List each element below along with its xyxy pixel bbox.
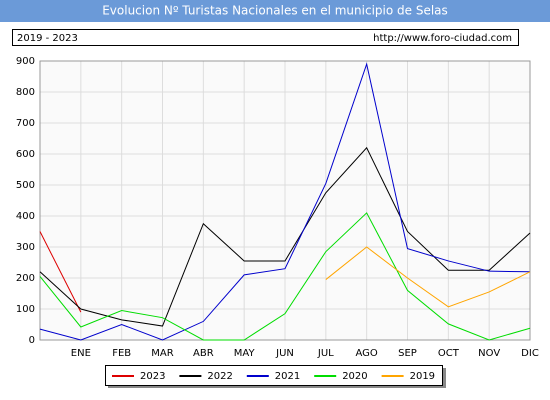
legend-label: 2022 [207, 371, 232, 382]
series-line [39, 146, 531, 327]
legend-label: 2021 [275, 371, 300, 382]
x-tick-label: DIC [521, 348, 539, 359]
chart-title: Evolucion Nº Turistas Nacionales en el m… [102, 4, 448, 18]
x-tick-label: MAY [234, 348, 256, 359]
title-bar [0, 0, 550, 22]
y-tick-label: 900 [16, 56, 35, 67]
x-tick-label: OCT [438, 348, 460, 359]
x-tick-label: FEB [112, 348, 131, 359]
series-line [39, 231, 82, 313]
y-tick-label: 500 [16, 180, 35, 191]
legend-label: 2023 [140, 371, 165, 382]
x-tick-label: JUL [317, 348, 334, 359]
x-tick-label: ENE [71, 348, 91, 359]
series-line [325, 246, 531, 308]
source: http://www.foro-ciudad.com [373, 33, 512, 44]
y-tick-label: 0 [29, 335, 35, 346]
legend-label: 2020 [342, 371, 367, 382]
subtitle: 2019 - 2023 [17, 33, 78, 44]
subtitle-box [12, 29, 519, 46]
x-tick-label: ABR [193, 348, 214, 359]
series-line [39, 62, 531, 341]
y-tick-label: 600 [16, 149, 35, 160]
x-tick-label: JUN [275, 348, 294, 359]
y-tick-label: 400 [16, 211, 35, 222]
y-tick-label: 200 [16, 273, 35, 284]
x-tick-label: NOV [478, 348, 500, 359]
y-tick-label: 800 [16, 87, 35, 98]
x-tick-label: MAR [151, 348, 173, 359]
y-tick-label: 100 [16, 304, 35, 315]
plot-border [39, 60, 531, 341]
y-tick-label: 300 [16, 242, 35, 253]
x-tick-label: SEP [398, 348, 417, 359]
y-tick-label: 700 [16, 118, 35, 129]
legend-box [105, 365, 443, 386]
x-tick-label: AGO [356, 348, 378, 359]
legend-label: 2019 [410, 371, 435, 382]
series-line [39, 212, 531, 341]
